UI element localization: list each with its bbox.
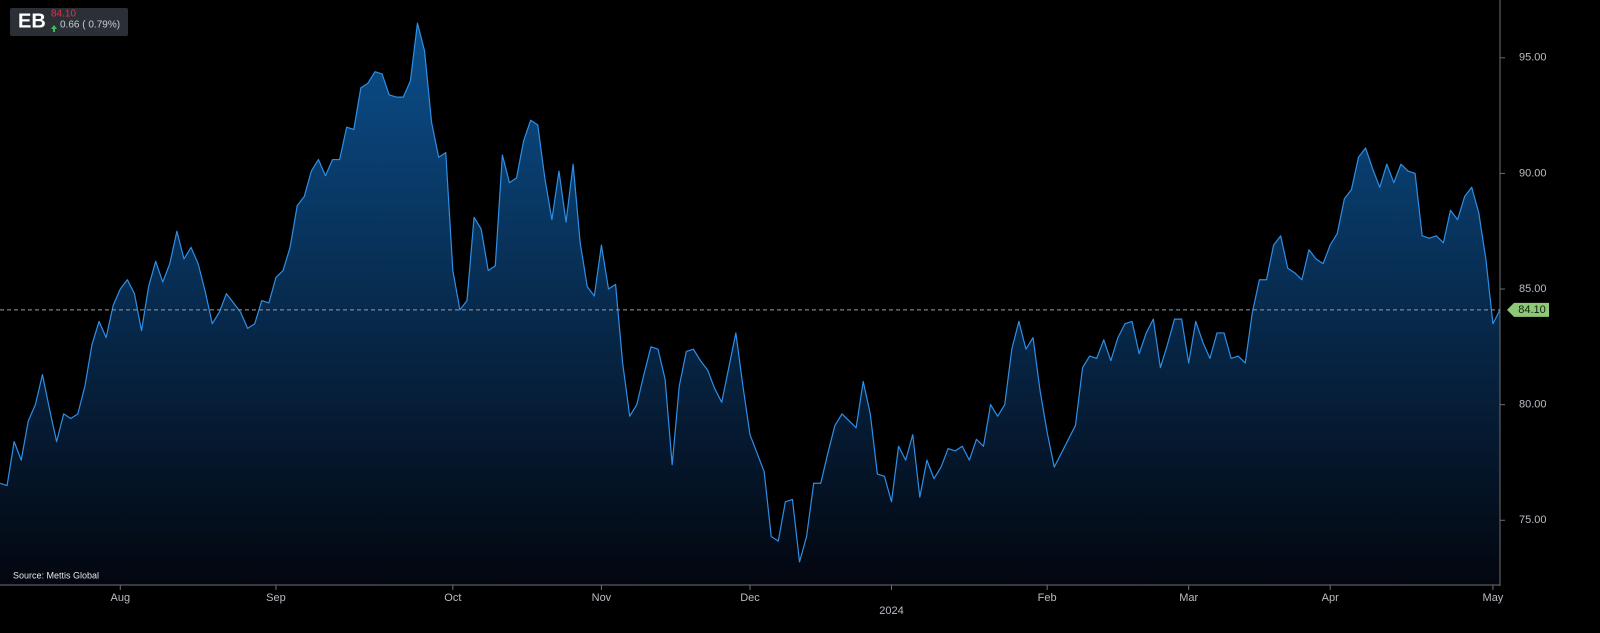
y-tick-label: 75.00 [1519,514,1547,526]
last-price-tag [1507,302,1549,317]
x-tick-label: Nov [592,592,612,604]
ticker-price: 84.10 [51,9,76,20]
y-tick-label: 80.00 [1519,399,1547,411]
x-tick-label: Feb [1038,592,1057,604]
ticker-symbol: EB [18,10,46,32]
x-tick-label: Mar [1179,592,1198,604]
x-tick-label: Oct [444,592,461,604]
y-tick-label: 85.00 [1519,283,1547,295]
ticker-change: 0.66 ( 0.79%) [60,20,120,31]
ticker-badge: EB 84.10 0.66 ( 0.79%) [10,8,128,36]
x-tick-label: Aug [110,592,130,604]
y-tick-label: 95.00 [1519,52,1547,64]
y-tick-label: 90.00 [1519,167,1547,179]
source-note: Source: Mettis Global [13,570,99,580]
last-price-label: 84.10 [1518,304,1546,316]
x-tick-label: May [1483,592,1504,604]
x-tick-label: Sep [266,592,286,604]
badge-background [10,8,128,36]
price-line [0,22,1501,563]
x-tick-label: Apr [1322,592,1339,604]
plot-area: 75.00 80.00 85.00 90.00 95.00 Aug Sep Oct Nov Dec… [0,0,1549,617]
x-year-label: 2024 [879,605,903,617]
area-fill [0,23,1500,586]
x-tick-label: Dec [740,592,760,604]
up-arrow-icon [51,25,57,32]
